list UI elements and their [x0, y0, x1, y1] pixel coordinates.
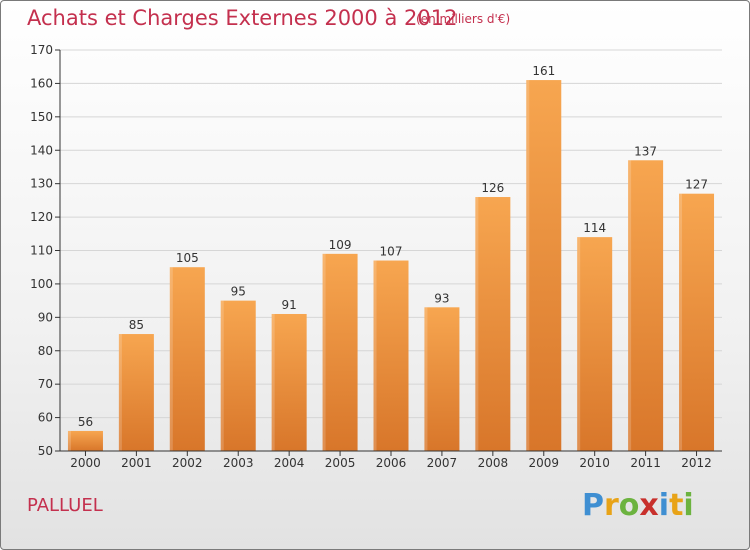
axes [55, 49, 722, 456]
chart-title: Achats et Charges Externes 2000 à 2012 [27, 6, 458, 30]
x-tick-label: 2012 [681, 456, 712, 470]
bar-highlight [169, 267, 173, 451]
data-label: 56 [78, 415, 93, 429]
x-tick-label: 2005 [325, 456, 356, 470]
data-label: 137 [634, 144, 657, 158]
bar-highlight [679, 193, 683, 452]
bar-highlight [118, 334, 122, 451]
chart-subtitle: (en milliers d'€) [416, 12, 511, 26]
data-label: 95 [231, 285, 246, 299]
x-tick-label: 2010 [579, 456, 610, 470]
bar-2011 [628, 160, 664, 451]
bar-highlight [220, 300, 224, 451]
y-tick-label: 170 [30, 43, 53, 57]
data-label: 126 [481, 181, 504, 195]
bar-2006 [373, 260, 409, 451]
bar-2007 [424, 307, 460, 451]
x-tick-label: 2009 [528, 456, 559, 470]
bar-highlight [322, 253, 326, 451]
x-tick-label: 2008 [478, 456, 509, 470]
y-tick-label: 100 [30, 277, 53, 291]
bar-highlight [424, 307, 428, 451]
x-tick-label: 2007 [427, 456, 458, 470]
bar-highlight [67, 430, 71, 451]
data-label: 107 [380, 245, 403, 259]
data-label: 161 [532, 64, 555, 78]
bar-highlight [577, 237, 581, 451]
y-tick-label: 90 [38, 310, 53, 324]
x-tick-label: 2000 [70, 456, 101, 470]
x-tick-label: 2003 [223, 456, 254, 470]
bar-2009 [526, 80, 562, 451]
x-tick-label: 2002 [172, 456, 203, 470]
data-label: 91 [282, 298, 297, 312]
y-tick-label: 160 [30, 76, 53, 90]
data-label: 109 [329, 238, 352, 252]
logo-letter: t [669, 488, 684, 523]
bar-2001 [118, 334, 154, 451]
bar-2004 [271, 313, 307, 451]
data-label: 127 [685, 178, 708, 192]
y-tick-label: 130 [30, 177, 53, 191]
bar-highlight [526, 80, 530, 451]
y-tick-label: 80 [38, 344, 53, 358]
bar-highlight [475, 197, 479, 451]
proxiti-logo: Proxiti [582, 488, 694, 523]
commune-name: PALLUEL [27, 495, 103, 516]
x-tick-label: 2006 [376, 456, 407, 470]
bar-2002 [169, 267, 205, 451]
labels: 50 60 70 80 90 100 110 120 130 140 150 160 170 56 2000… [30, 43, 712, 470]
y-tick-label: 110 [30, 244, 53, 258]
bar-2005 [322, 253, 358, 451]
bar-2012 [679, 193, 715, 452]
bar-2000 [67, 430, 103, 451]
x-tick-label: 2004 [274, 456, 305, 470]
y-tick-label: 70 [38, 377, 53, 391]
logo-letter: o [618, 488, 640, 523]
data-label: 93 [434, 291, 449, 305]
data-label: 85 [129, 318, 144, 332]
bar-2010 [577, 237, 613, 451]
data-label: 105 [176, 251, 199, 265]
bar-2003 [220, 300, 256, 451]
bar-highlight [373, 260, 377, 451]
x-tick-label: 2011 [630, 456, 661, 470]
y-tick-label: 150 [30, 110, 53, 124]
logo-letter: P [582, 488, 604, 523]
data-label: 114 [583, 221, 606, 235]
logo-letter: i [683, 488, 694, 523]
y-tick-label: 120 [30, 210, 53, 224]
x-tick-label: 2001 [121, 456, 152, 470]
bar-2008 [475, 197, 511, 451]
logo-letter: i [658, 488, 670, 523]
bars [67, 80, 715, 452]
bar-highlight [271, 313, 275, 451]
logo-letter: x [639, 488, 659, 523]
y-tick-label: 60 [38, 411, 53, 425]
logo-letter: r [604, 488, 619, 523]
y-tick-label: 140 [30, 143, 53, 157]
bar-highlight [628, 160, 632, 451]
y-tick-label: 50 [38, 444, 53, 458]
